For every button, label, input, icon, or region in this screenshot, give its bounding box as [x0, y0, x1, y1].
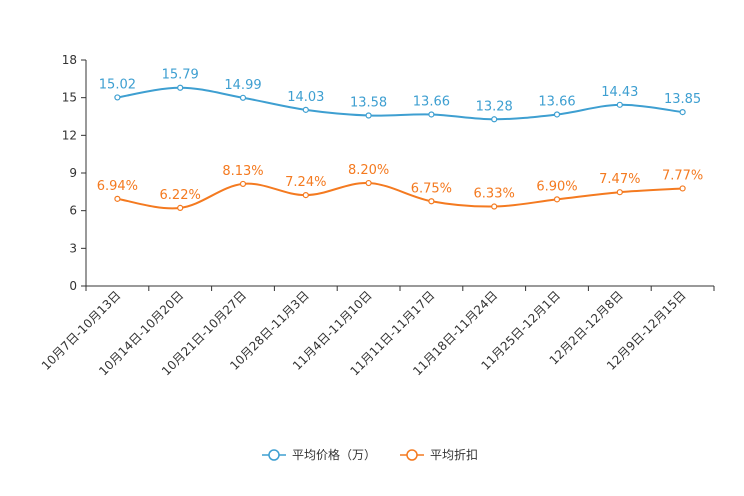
data-label: 13.66 — [413, 94, 450, 109]
series-line-0 — [117, 86, 683, 121]
y-tick-label: 18 — [62, 53, 77, 67]
y-tick-label: 0 — [69, 279, 77, 293]
data-label: 6.33% — [474, 187, 515, 202]
data-label: 13.66 — [538, 94, 575, 109]
legend-marker-1 — [406, 449, 418, 461]
y-tick-label: 3 — [69, 241, 77, 255]
series-lines — [114, 84, 686, 212]
data-point — [365, 179, 372, 187]
data-label: 13.58 — [350, 95, 387, 110]
data-point — [679, 185, 686, 192]
legend: 平均价格（万） 平均折扣 — [262, 447, 478, 462]
data-point — [491, 203, 498, 210]
data-point — [553, 196, 561, 203]
data-point — [302, 106, 309, 113]
data-label: 13.85 — [664, 92, 701, 107]
data-label: 8.13% — [222, 164, 263, 179]
data-point — [553, 111, 561, 118]
data-point — [491, 116, 498, 123]
data-label: 14.99 — [224, 78, 261, 93]
data-label: 14.43 — [601, 85, 638, 100]
y-tick-label: 9 — [69, 166, 77, 180]
y-tick-label: 12 — [62, 128, 77, 142]
data-label: 7.77% — [662, 168, 703, 183]
data-label: 7.24% — [285, 175, 326, 190]
data-label: 6.22% — [160, 188, 201, 203]
data-label: 8.20% — [348, 163, 389, 178]
data-point — [679, 109, 686, 116]
data-point — [428, 198, 435, 205]
series-line-1 — [117, 182, 683, 210]
data-point — [365, 112, 372, 119]
data-point — [616, 101, 623, 108]
legend-label-0: 平均价格（万） — [292, 447, 376, 462]
data-point — [616, 189, 623, 196]
legend-marker-0 — [268, 449, 280, 461]
data-label: 6.90% — [536, 179, 577, 194]
data-point — [177, 204, 184, 212]
y-tick-label: 15 — [62, 91, 77, 105]
data-labels: 15.02 15.79 14.99 14.03 13.58 13.66 13.28 13.66… — [97, 68, 704, 203]
data-point — [428, 111, 435, 118]
data-label: 7.47% — [599, 172, 640, 187]
data-point — [239, 94, 247, 101]
data-point — [239, 180, 247, 188]
data-label: 15.02 — [99, 77, 136, 92]
legend-label-1: 平均折扣 — [430, 447, 478, 462]
data-label: 13.28 — [476, 99, 513, 114]
data-point — [177, 84, 184, 91]
data-point — [114, 195, 121, 202]
data-label: 6.94% — [97, 179, 138, 194]
data-point — [302, 191, 309, 199]
y-tick-label: 6 — [69, 204, 77, 218]
data-point — [114, 94, 121, 101]
data-label: 15.79 — [162, 68, 199, 83]
data-label: 14.03 — [287, 90, 324, 105]
data-label: 6.75% — [411, 181, 452, 196]
